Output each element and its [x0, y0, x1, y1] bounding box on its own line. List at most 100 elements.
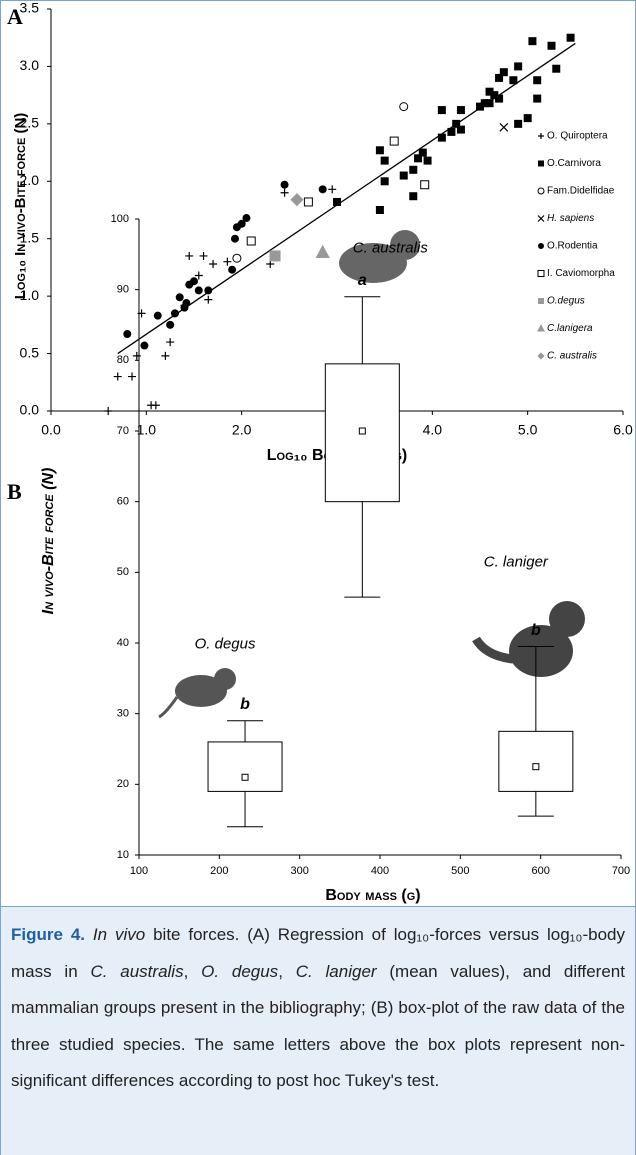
- marker: [528, 37, 537, 46]
- marker: [514, 119, 523, 128]
- legend-marker: [538, 133, 544, 139]
- marker: [399, 102, 409, 112]
- caption-text: bite forces. (A) Regression of log₁₀-for…: [11, 925, 625, 981]
- y-tick-label: 2.0: [20, 172, 40, 188]
- marker: [380, 177, 389, 186]
- y-tick-label: 3.5: [20, 1, 40, 16]
- marker: [269, 250, 281, 262]
- marker: [547, 41, 556, 50]
- legend-label: C.lanigera: [547, 323, 593, 334]
- marker: [456, 125, 465, 134]
- x-tick-label: 5.0: [518, 422, 538, 438]
- marker: [456, 106, 465, 115]
- marker: [237, 219, 246, 228]
- marker: [228, 265, 237, 274]
- marker: [194, 286, 203, 295]
- marker: [490, 91, 499, 100]
- x-tick-label: 2.0: [232, 422, 252, 438]
- marker: [485, 87, 494, 96]
- marker: [204, 286, 213, 295]
- legend-label: O.degus: [547, 296, 585, 307]
- animal-degus: [158, 668, 236, 719]
- marker: [480, 99, 489, 108]
- x-tick-label: 100: [130, 865, 148, 877]
- y-tick-label: 0.0: [20, 402, 40, 418]
- x-axis-title: Body mass (g): [325, 887, 420, 904]
- marker: [375, 146, 384, 155]
- panel-label: A: [7, 4, 23, 29]
- legend-marker: [538, 298, 544, 304]
- marker: [437, 106, 446, 115]
- legend-marker: [537, 187, 545, 195]
- y-tick-label: 0.5: [20, 344, 40, 360]
- x-tick-label: 200: [210, 865, 228, 877]
- animal-laniger: [472, 601, 585, 677]
- marker: [552, 64, 561, 73]
- marker: [409, 192, 418, 201]
- box: [207, 741, 283, 792]
- legend-label: H. sapiens: [547, 213, 594, 224]
- marker: [132, 351, 141, 360]
- legend-label: O.Rodentia: [547, 241, 598, 252]
- marker: [333, 197, 341, 206]
- caption-text: C. australis: [90, 961, 184, 981]
- marker: [209, 259, 218, 268]
- marker: [161, 351, 170, 360]
- species-name: O. degus: [195, 636, 256, 653]
- group-letter: b: [531, 622, 541, 639]
- y-axis-title: Log₁₀ In vivo-Bite force (N): [12, 113, 29, 300]
- marker: [495, 94, 504, 103]
- y-tick-label: 80: [117, 354, 129, 366]
- marker: [566, 33, 575, 42]
- center-marker: [241, 773, 249, 781]
- marker: [495, 73, 504, 82]
- x-tick-label: 1.0: [137, 422, 157, 438]
- marker: [166, 338, 175, 347]
- legend-marker: [537, 215, 545, 222]
- marker: [409, 165, 418, 174]
- marker: [452, 119, 461, 128]
- y-tick-label: 40: [117, 637, 129, 649]
- marker: [204, 295, 213, 304]
- caption-text: ,: [278, 961, 296, 981]
- marker: [232, 253, 242, 263]
- marker: [246, 236, 256, 246]
- y-tick-label: 10: [117, 849, 129, 861]
- species-name: C. australis: [353, 240, 429, 257]
- marker: [476, 102, 484, 111]
- marker: [447, 127, 456, 136]
- marker: [523, 114, 532, 123]
- y-tick-label: 1.0: [20, 287, 40, 303]
- x-tick-label: 6.0: [613, 422, 633, 438]
- marker: [499, 122, 509, 132]
- y-tick-label: 70: [117, 425, 129, 437]
- marker: [318, 185, 327, 194]
- marker: [223, 257, 232, 266]
- marker: [423, 156, 432, 165]
- marker: [499, 68, 508, 77]
- figure-charts: 0.00.51.01.52.02.53.03.50.01.02.03.04.05…: [7, 1, 633, 904]
- legend-label: O.Carnivora: [547, 158, 601, 169]
- marker: [140, 341, 149, 350]
- marker: [230, 234, 239, 243]
- group-letter: a: [358, 272, 367, 289]
- marker: [175, 293, 184, 302]
- x-tick-label: 700: [612, 865, 630, 877]
- marker: [399, 171, 408, 180]
- marker: [380, 156, 389, 165]
- legend-label: C. australis: [547, 351, 597, 362]
- marker: [533, 76, 542, 85]
- y-tick-label: 2.5: [20, 115, 40, 131]
- marker: [509, 76, 518, 85]
- y-tick-label: 90: [117, 284, 129, 296]
- x-tick-label: 400: [371, 865, 389, 877]
- y-tick-label: 30: [117, 708, 129, 720]
- marker: [242, 214, 251, 223]
- marker: [514, 62, 523, 71]
- marker: [485, 99, 494, 108]
- marker: [290, 193, 304, 207]
- animal-australis: [339, 230, 420, 283]
- marker: [389, 136, 399, 146]
- marker: [123, 330, 132, 339]
- marker: [153, 311, 162, 320]
